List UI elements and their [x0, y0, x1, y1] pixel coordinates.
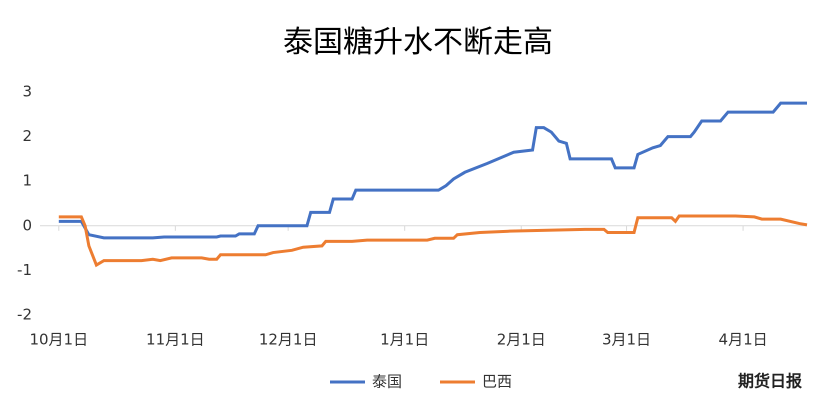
y-tick-label: 1: [22, 172, 32, 190]
y-tick-label: 2: [22, 127, 32, 145]
series-line: [58, 101, 807, 240]
y-tick-label: -2: [17, 306, 32, 324]
series-line: [58, 214, 808, 268]
x-tick-label: 12月1日: [259, 331, 318, 349]
legend-label: 巴西: [482, 373, 512, 391]
watermark: 期货日报: [738, 372, 802, 391]
legend-label: 泰国: [372, 373, 402, 391]
x-tick-label: 11月1日: [146, 331, 205, 349]
x-tick-label: 3月1日: [602, 331, 651, 349]
x-tick-label: 4月1日: [719, 331, 768, 349]
x-tick-label: 2月1日: [497, 331, 546, 349]
y-tick-label: 0: [22, 216, 32, 234]
x-tick-label: 10月1日: [29, 331, 88, 349]
y-tick-label: 3: [22, 83, 32, 101]
chart-title: 泰国糖升水不断走高: [283, 25, 553, 60]
x-tick-label: 1月1日: [380, 331, 429, 349]
y-tick-label: -1: [17, 261, 32, 279]
